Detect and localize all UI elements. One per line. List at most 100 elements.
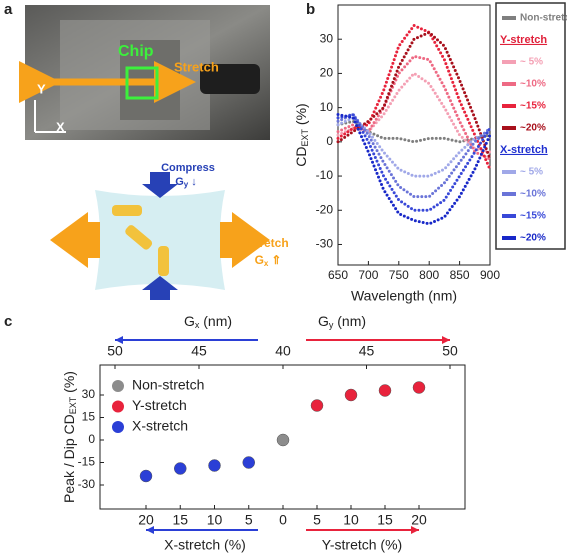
stretch-label: Stretch xyxy=(174,59,219,74)
x-axis-title: Wavelength (nm) xyxy=(351,288,457,304)
legend-label: ~ 5% xyxy=(520,57,543,68)
data-line xyxy=(336,112,492,212)
x-tick-label: 800 xyxy=(419,268,439,282)
data-point xyxy=(412,381,426,394)
data-line xyxy=(336,112,492,199)
y-tick-label: -10 xyxy=(316,168,334,182)
legend-label: Non-stretch xyxy=(132,377,204,393)
axis-y-label: Y xyxy=(37,81,46,96)
legend-marker xyxy=(112,380,124,392)
top-tick-label: 40 xyxy=(275,343,291,359)
data-point xyxy=(276,433,290,447)
data-point xyxy=(310,399,324,412)
subscript: EXT xyxy=(300,128,310,146)
data-point xyxy=(378,384,392,397)
axis-title: Peak / Dip CDEXT (%) xyxy=(61,371,79,503)
legend-label: ~10% xyxy=(520,189,546,200)
compress-label: Compress xyxy=(161,162,215,174)
legend-label: ~20% xyxy=(520,123,546,134)
arrow-head xyxy=(442,336,450,344)
arrow-head xyxy=(115,336,123,344)
top-tick-label: 45 xyxy=(191,343,207,359)
axis-title: CDEXT (%) xyxy=(293,103,311,166)
data-line xyxy=(336,23,492,171)
x-tick-label: 650 xyxy=(328,268,348,282)
arrow-head xyxy=(411,526,419,534)
x-axis-title: Y-stretch (%) xyxy=(322,537,402,553)
arrow: ⇑ xyxy=(271,253,281,267)
y-tick-label: -30 xyxy=(316,237,334,251)
arrow: ↓ xyxy=(191,176,197,188)
axis-title: Gx (nm) xyxy=(184,313,232,331)
x-tick-label: 5 xyxy=(313,512,321,528)
x-tick-label: 10 xyxy=(207,512,223,528)
label-part: G xyxy=(184,313,195,329)
legend-group-title: Y-stretch xyxy=(500,34,547,46)
label-part: (%) xyxy=(61,371,77,397)
chip-label: Chip xyxy=(118,43,154,60)
subscript: y xyxy=(184,180,189,189)
data-point xyxy=(174,462,187,475)
legend-label: X-stretch xyxy=(132,418,188,434)
plot-frame xyxy=(337,4,491,266)
label-part: (nm) xyxy=(333,313,366,329)
x-tick-label: 15 xyxy=(172,512,188,528)
stretch-label: Stretch xyxy=(247,236,288,250)
legend-label: ~15% xyxy=(520,101,546,112)
subscript: y xyxy=(329,320,334,330)
photo: Chip Stretch Y X xyxy=(19,5,270,140)
legend-box xyxy=(495,2,566,250)
y-tick-label: -30 xyxy=(78,477,96,491)
y-tick-label: 0 xyxy=(88,432,95,446)
data-point xyxy=(242,456,255,469)
y-tick-label: -15 xyxy=(78,455,96,469)
label-part: Peak / Dip CD xyxy=(61,414,77,503)
label-part: (%) xyxy=(293,103,309,129)
legend-label: ~15% xyxy=(520,211,546,222)
schematic: Compress Gy ↓ Stretch Gx ⇑ xyxy=(50,162,289,300)
y-tick-label: -20 xyxy=(316,202,334,216)
subscript: x xyxy=(264,259,269,268)
stretch-symbol: Gx ⇑ xyxy=(255,253,282,268)
label-part: CD xyxy=(293,146,309,166)
symbol: G xyxy=(255,253,264,267)
top-tick-label: 45 xyxy=(359,343,375,359)
x-tick-label: 10 xyxy=(343,512,359,528)
y-tick-label: 10 xyxy=(320,100,334,114)
x-tick-label: 20 xyxy=(411,512,427,528)
y-tick-label: 0 xyxy=(326,134,333,148)
x-tick-label: 750 xyxy=(389,268,409,282)
y-tick-label: 20 xyxy=(320,66,334,80)
data-line xyxy=(336,116,492,178)
y-tick-label: 30 xyxy=(82,387,96,401)
x-tick-label: 20 xyxy=(138,512,154,528)
data-point xyxy=(344,388,358,402)
subscript: x xyxy=(195,320,200,330)
legend-label: ~20% xyxy=(520,233,546,244)
data-point xyxy=(208,459,221,472)
axis-x-label: X xyxy=(56,119,65,134)
x-tick-label: 5 xyxy=(245,512,253,528)
x-tick-label: 15 xyxy=(377,512,393,528)
panel-label: b xyxy=(306,1,315,18)
legend-label: Non-stretch xyxy=(520,13,567,24)
x-axis-title: X-stretch (%) xyxy=(164,537,246,553)
legend-label: ~ 5% xyxy=(520,167,543,178)
data-point xyxy=(139,469,153,483)
legend-group-title: X-stretch xyxy=(500,144,548,156)
axis-title: Gy (nm) xyxy=(318,313,366,331)
x-tick-label: 0 xyxy=(279,512,287,528)
x-tick-label: 700 xyxy=(358,268,378,282)
compress-symbol: Gy ↓ xyxy=(175,176,197,189)
legend-label: ~10% xyxy=(520,79,546,90)
legend-label: Y-stretch xyxy=(132,397,187,413)
x-tick-label: 850 xyxy=(450,268,470,282)
legend-marker xyxy=(112,400,124,413)
arrow-head xyxy=(146,526,154,534)
y-tick-label: 30 xyxy=(320,31,334,45)
legend-marker xyxy=(112,421,124,433)
panel-label: a xyxy=(4,1,13,18)
label-part: G xyxy=(318,313,329,329)
top-tick-label: 50 xyxy=(107,343,123,359)
